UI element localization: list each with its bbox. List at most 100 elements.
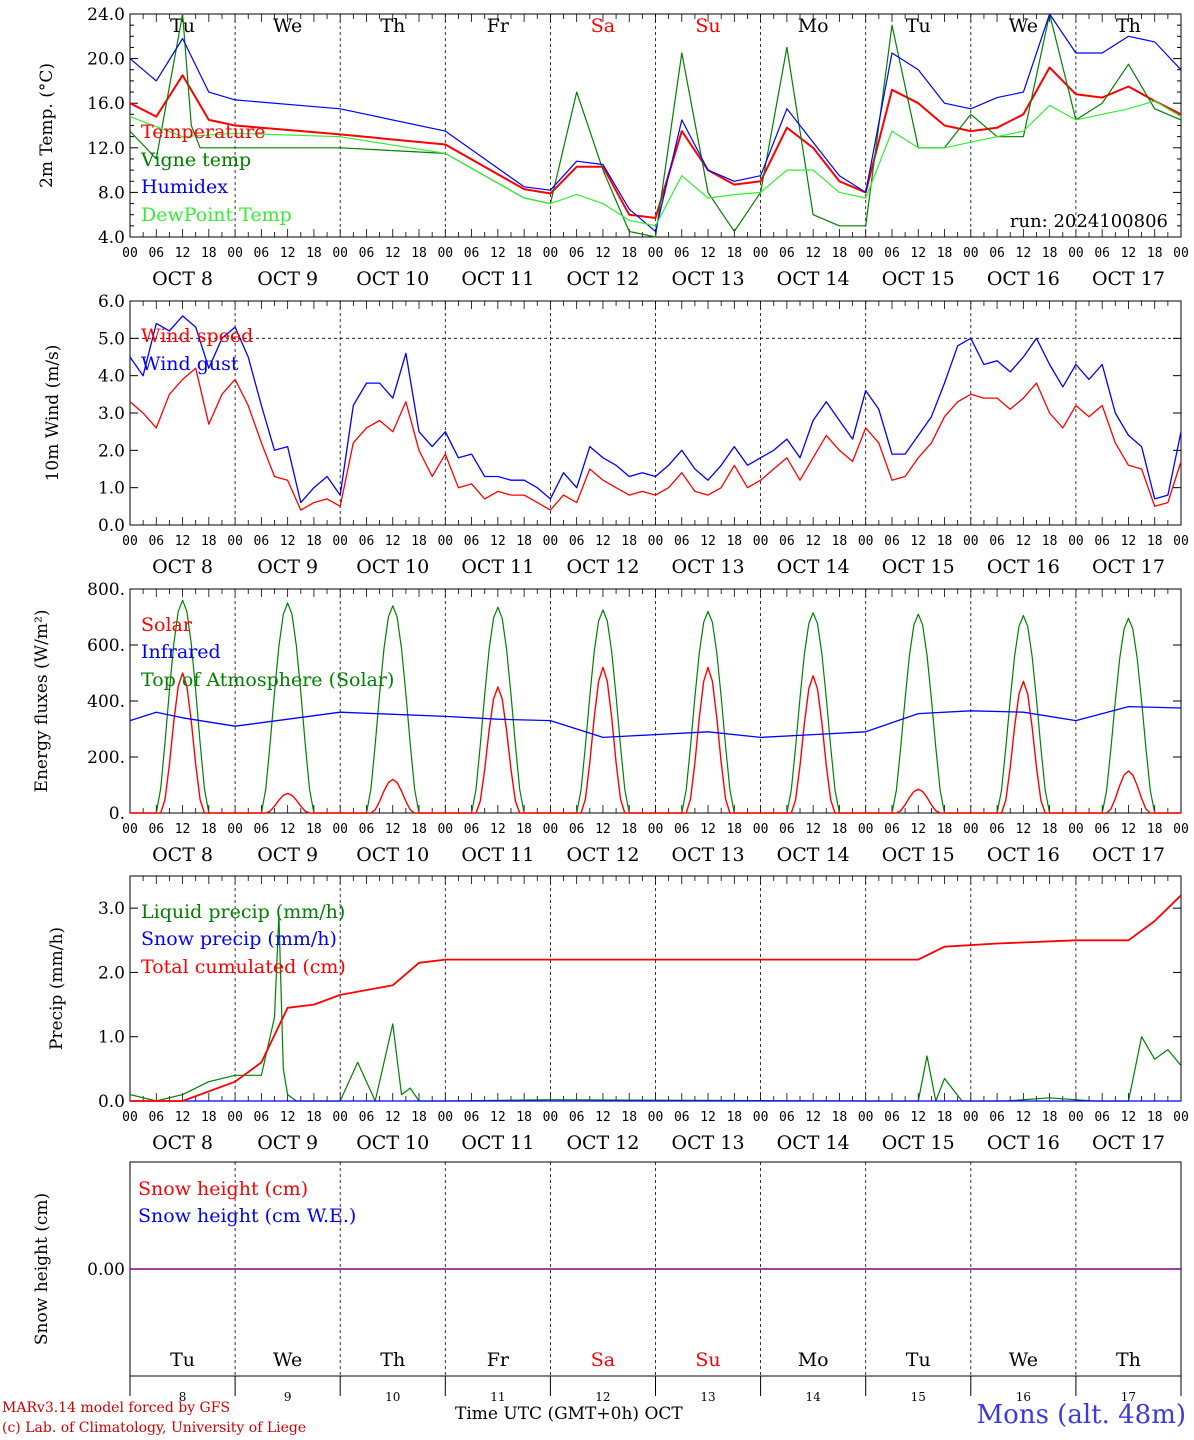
hour-tick-label: 00 — [963, 534, 979, 549]
y-tick-label: 600. — [87, 636, 125, 656]
day-name-bottom: Tu — [906, 1349, 931, 1371]
hour-tick-label: 00 — [543, 534, 559, 549]
y-tick-label: 4.0 — [98, 367, 125, 387]
y-axis-label: 10m Wind (m/s) — [43, 345, 63, 482]
bottom-date-label: 14 — [806, 1390, 822, 1404]
day-name-top: Fr — [487, 15, 510, 37]
hour-tick-label: 06 — [148, 822, 164, 837]
date-label: OCT 11 — [461, 556, 534, 578]
day-name-bottom: Fr — [487, 1349, 510, 1371]
hour-tick-label: 12 — [595, 246, 611, 261]
hour-tick-label: 06 — [884, 534, 900, 549]
day-name-top: We — [1009, 15, 1038, 37]
date-label: OCT 8 — [152, 556, 213, 578]
hour-tick-label: 00 — [227, 246, 243, 261]
hour-tick-label: 00 — [543, 1110, 559, 1125]
day-name-top: Tu — [906, 15, 931, 37]
hour-tick-label: 12 — [490, 822, 506, 837]
hour-tick-label: 00 — [963, 246, 979, 261]
hour-tick-label: 12 — [385, 246, 401, 261]
hour-tick-label: 06 — [254, 534, 270, 549]
day-name-bottom: We — [1009, 1349, 1038, 1371]
hour-tick-label: 00 — [858, 534, 874, 549]
hour-tick-label: 00 — [1173, 534, 1189, 549]
y-axis-label: 2m Temp. (°C) — [37, 63, 57, 188]
hour-tick-label: 18 — [621, 534, 637, 549]
hour-tick-label: 18 — [937, 1110, 953, 1125]
hour-tick-label: 06 — [569, 246, 585, 261]
hour-tick-label: 00 — [332, 822, 348, 837]
y-tick-label: 800. — [87, 580, 125, 600]
hour-tick-label: 12 — [280, 246, 296, 261]
hour-tick-label: 06 — [674, 1110, 690, 1125]
day-name-bottom: Tu — [170, 1349, 195, 1371]
hour-tick-label: 06 — [884, 246, 900, 261]
y-tick-label: 24.0 — [87, 5, 125, 25]
hour-tick-label: 12 — [385, 534, 401, 549]
hour-tick-label: 18 — [726, 1110, 742, 1125]
date-label: OCT 10 — [356, 1132, 429, 1154]
series-humidex — [129, 13, 1182, 232]
hour-tick-label: 18 — [726, 534, 742, 549]
hour-tick-label: 06 — [989, 246, 1005, 261]
date-label: OCT 10 — [356, 844, 429, 866]
hour-tick-label: 12 — [490, 246, 506, 261]
hour-tick-label: 18 — [306, 1110, 322, 1125]
hour-tick-label: 18 — [621, 822, 637, 837]
hour-tick-label: 00 — [753, 246, 769, 261]
hour-tick-label: 00 — [332, 1110, 348, 1125]
bottom-date-label: 12 — [595, 1390, 610, 1404]
bottom-date-label: 16 — [1016, 1390, 1031, 1404]
y-tick-label: 0.00 — [87, 1260, 125, 1280]
hour-tick-label: 12 — [1016, 534, 1032, 549]
day-name-top: Tu — [170, 15, 195, 37]
date-label: OCT 15 — [882, 1132, 955, 1154]
date-label: OCT 8 — [152, 268, 213, 290]
hour-tick-label: 12 — [595, 534, 611, 549]
hour-tick-label: 06 — [1094, 1110, 1110, 1125]
hour-tick-label: 18 — [726, 822, 742, 837]
panel-frame — [129, 588, 1182, 814]
y-tick-label: 2.0 — [98, 441, 125, 461]
date-label: OCT 12 — [566, 556, 639, 578]
date-label: OCT 12 — [566, 268, 639, 290]
date-label: OCT 13 — [672, 1132, 745, 1154]
bottom-date-label: 9 — [284, 1390, 292, 1404]
day-name-bottom: Mo — [798, 1349, 829, 1371]
legend-entry: Temperature — [141, 121, 265, 143]
hour-tick-label: 00 — [963, 1110, 979, 1125]
hour-tick-label: 00 — [122, 822, 138, 837]
hour-tick-label: 18 — [1147, 534, 1163, 549]
date-label: OCT 9 — [257, 268, 318, 290]
hour-tick-label: 00 — [1068, 822, 1084, 837]
day-name-top: We — [273, 15, 302, 37]
date-label: OCT 14 — [777, 1132, 850, 1154]
hour-tick-label: 00 — [122, 246, 138, 261]
hour-tick-label: 18 — [937, 822, 953, 837]
hour-tick-label: 12 — [805, 1110, 821, 1125]
legend-entry: Top of Atmosphere (Solar) — [141, 669, 394, 691]
hour-tick-label: 00 — [227, 1110, 243, 1125]
hour-tick-label: 00 — [437, 534, 453, 549]
day-name-top: Th — [380, 15, 405, 37]
hour-tick-label: 18 — [1042, 534, 1058, 549]
hour-tick-label: 18 — [306, 534, 322, 549]
lab-credit: (c) Lab. of Climatology, University of L… — [2, 1420, 307, 1436]
legend-entry: Infrared — [141, 641, 221, 663]
date-label: OCT 10 — [356, 268, 429, 290]
hour-tick-label: 00 — [122, 534, 138, 549]
hour-tick-label: 00 — [1068, 1110, 1084, 1125]
hour-tick-label: 06 — [359, 534, 375, 549]
hour-tick-label: 12 — [1016, 1110, 1032, 1125]
bottom-date-label: 15 — [911, 1390, 926, 1404]
hour-tick-label: 12 — [1121, 1110, 1137, 1125]
y-tick-label: 1.0 — [98, 479, 125, 499]
hour-tick-label: 18 — [621, 246, 637, 261]
hour-tick-label: 06 — [569, 534, 585, 549]
hour-tick-label: 18 — [832, 822, 848, 837]
panel-frame — [129, 300, 1182, 526]
hour-tick-label: 00 — [858, 246, 874, 261]
hour-tick-label: 00 — [543, 822, 559, 837]
y-tick-label: 3.0 — [98, 899, 125, 919]
y-tick-label: 0.0 — [98, 1092, 125, 1112]
